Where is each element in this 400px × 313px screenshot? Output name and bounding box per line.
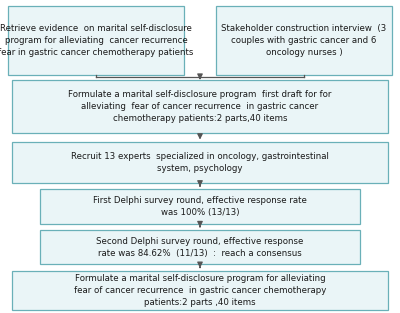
Text: Formulate a marital self-disclosure program for alleviating
fear of cancer recur: Formulate a marital self-disclosure prog… [74,274,326,307]
Text: Stakeholder construction interview  (3
couples with gastric cancer and 6
oncolog: Stakeholder construction interview (3 co… [221,24,387,57]
FancyBboxPatch shape [216,6,392,75]
Text: First Delphi survey round, effective response rate
was 100% (13/13): First Delphi survey round, effective res… [93,196,307,217]
FancyBboxPatch shape [12,80,388,133]
Text: Retrieve evidence  on marital self-disclosure
program for alleviating  cancer re: Retrieve evidence on marital self-disclo… [0,24,194,57]
Text: Recruit 13 experts  specialized in oncology, gastrointestinal
system, psychology: Recruit 13 experts specialized in oncolo… [71,152,329,173]
FancyBboxPatch shape [8,6,184,75]
FancyBboxPatch shape [40,189,360,224]
FancyBboxPatch shape [12,271,388,310]
FancyBboxPatch shape [40,230,360,264]
Text: Second Delphi survey round, effective response
rate was 84.62%  (11/13)  :  reac: Second Delphi survey round, effective re… [96,237,304,258]
Text: Formulate a marital self-disclosure program  first draft for for
alleviating  fe: Formulate a marital self-disclosure prog… [68,90,332,123]
FancyBboxPatch shape [12,142,388,183]
